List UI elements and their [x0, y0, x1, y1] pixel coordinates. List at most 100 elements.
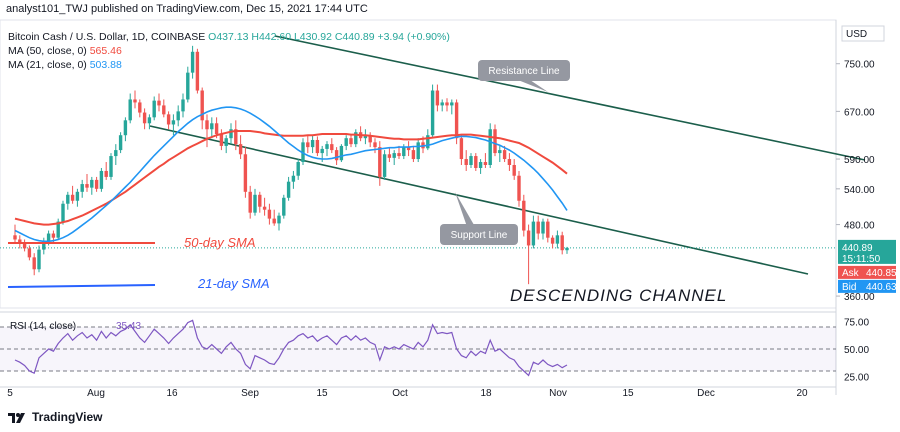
candle[interactable]: [56, 218, 60, 240]
candle[interactable]: [152, 96, 156, 121]
candle[interactable]: [66, 191, 70, 210]
candle[interactable]: [382, 150, 387, 180]
candle[interactable]: [373, 138, 377, 154]
candle[interactable]: [397, 145, 401, 160]
tradingview-footer[interactable]: TradingView: [8, 410, 102, 424]
candle[interactable]: [474, 153, 478, 171]
candle[interactable]: [32, 253, 36, 276]
candle[interactable]: [142, 108, 147, 130]
candle[interactable]: [104, 162, 108, 180]
candle[interactable]: [118, 132, 123, 154]
candle[interactable]: [392, 150, 396, 165]
candle[interactable]: [114, 144, 118, 165]
candle[interactable]: [166, 111, 171, 130]
rsi-line[interactable]: [14, 319, 568, 377]
candle[interactable]: [181, 93, 185, 118]
candle[interactable]: [536, 215, 540, 240]
candle[interactable]: [205, 114, 209, 148]
candle[interactable]: [243, 147, 248, 198]
candle[interactable]: [541, 218, 545, 240]
candle[interactable]: [133, 90, 137, 109]
candle[interactable]: [493, 124, 497, 157]
candle[interactable]: [94, 176, 99, 192]
candle[interactable]: [248, 185, 252, 219]
candle[interactable]: [253, 188, 257, 216]
candle[interactable]: [200, 87, 204, 130]
candle[interactable]: [37, 245, 41, 273]
candle[interactable]: [219, 129, 224, 151]
candle[interactable]: [80, 179, 84, 198]
candle[interactable]: [531, 215, 536, 249]
candle[interactable]: [229, 123, 233, 145]
candle[interactable]: [450, 99, 454, 115]
candle[interactable]: [190, 45, 195, 79]
candle[interactable]: [334, 147, 339, 165]
candle[interactable]: [330, 138, 334, 154]
candle[interactable]: [296, 159, 300, 180]
candle[interactable]: [358, 126, 363, 142]
candle[interactable]: [565, 246, 569, 254]
candle[interactable]: [526, 224, 531, 285]
candle[interactable]: [234, 120, 238, 151]
candle[interactable]: [42, 237, 46, 255]
candle[interactable]: [363, 129, 368, 145]
symbol-label[interactable]: Bitcoin Cash / U.S. Dollar, 1D, COINBASE: [8, 31, 206, 43]
candle[interactable]: [272, 209, 276, 226]
candle[interactable]: [18, 235, 22, 249]
candle[interactable]: [344, 135, 348, 151]
legend-ma21-row[interactable]: MA (21, close, 0) 503.88: [8, 58, 450, 72]
candle[interactable]: [123, 117, 128, 142]
candle[interactable]: [387, 147, 392, 163]
candle[interactable]: [61, 200, 65, 225]
candle[interactable]: [186, 66, 190, 103]
candle[interactable]: [162, 99, 166, 118]
candle[interactable]: [522, 194, 526, 237]
candle[interactable]: [354, 129, 358, 148]
currency-box[interactable]: [841, 25, 885, 42]
candle[interactable]: [90, 176, 94, 195]
candle[interactable]: [99, 167, 104, 192]
legend-ma50-row[interactable]: MA (50, close, 0) 565.46: [8, 44, 450, 58]
candle[interactable]: [349, 134, 353, 148]
candle[interactable]: [426, 129, 430, 151]
candle[interactable]: [469, 153, 473, 168]
candle[interactable]: [282, 194, 286, 219]
candle[interactable]: [478, 159, 483, 174]
candle[interactable]: [27, 245, 32, 261]
candle[interactable]: [258, 191, 262, 213]
candle[interactable]: [157, 93, 161, 112]
support-callout[interactable]: Support Line: [440, 192, 518, 245]
candle[interactable]: [546, 218, 550, 243]
candle[interactable]: [85, 173, 89, 192]
candle[interactable]: [13, 224, 17, 243]
candle[interactable]: [277, 212, 281, 231]
candle[interactable]: [238, 135, 243, 160]
candle[interactable]: [262, 197, 267, 216]
candle[interactable]: [291, 170, 296, 189]
candle[interactable]: [459, 134, 464, 165]
candle[interactable]: [315, 136, 320, 157]
candle[interactable]: [406, 141, 411, 157]
candle[interactable]: [498, 145, 502, 163]
support-line[interactable]: [149, 125, 809, 275]
candle[interactable]: [224, 135, 228, 154]
candle[interactable]: [555, 230, 560, 249]
ma50-line[interactable]: [14, 130, 568, 226]
candle[interactable]: [517, 170, 521, 207]
candle[interactable]: [22, 239, 27, 252]
resistance-callout[interactable]: Resistance Line: [478, 60, 570, 92]
candle[interactable]: [70, 185, 75, 204]
candle[interactable]: [416, 138, 420, 163]
ma21-line[interactable]: [14, 106, 568, 243]
candle[interactable]: [378, 141, 382, 186]
candle[interactable]: [310, 135, 315, 154]
candle[interactable]: [75, 188, 80, 207]
candle[interactable]: [488, 123, 492, 168]
candle[interactable]: [286, 176, 291, 201]
candle[interactable]: [138, 99, 142, 118]
candle[interactable]: [435, 84, 440, 112]
candle[interactable]: [325, 141, 329, 157]
candle[interactable]: [368, 132, 372, 148]
candle[interactable]: [512, 159, 516, 180]
